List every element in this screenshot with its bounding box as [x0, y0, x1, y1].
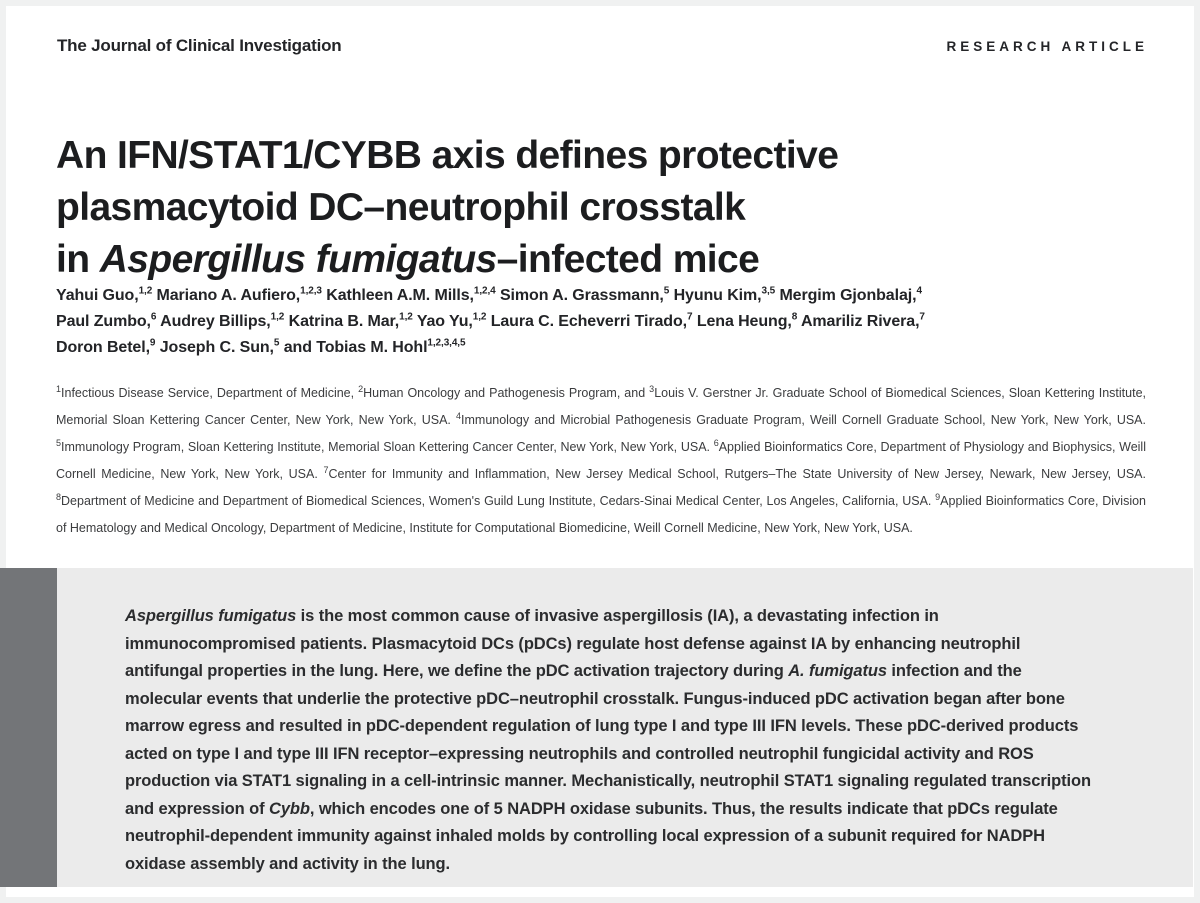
abstract-accent-bar	[0, 568, 57, 887]
journal-name: The Journal of Clinical Investigation	[57, 36, 342, 55]
author-list: Yahui Guo,1,2 Mariano A. Aufiero,1,2,3 K…	[56, 285, 925, 356]
article-type-label: RESEARCH ARTICLE	[946, 39, 1148, 54]
abstract-section: Aspergillus fumigatus is the most common…	[0, 568, 1200, 887]
page-header: The Journal of Clinical Investigation RE…	[57, 36, 1148, 56]
affiliations-block: 1Infectious Disease Service, Department …	[56, 383, 1146, 535]
paper-title: An IFN/STAT1/CYBB axis defines protectiv…	[56, 134, 839, 282]
abstract-text: Aspergillus fumigatus is the most common…	[125, 607, 1091, 873]
abstract-panel: Aspergillus fumigatus is the most common…	[57, 568, 1193, 887]
